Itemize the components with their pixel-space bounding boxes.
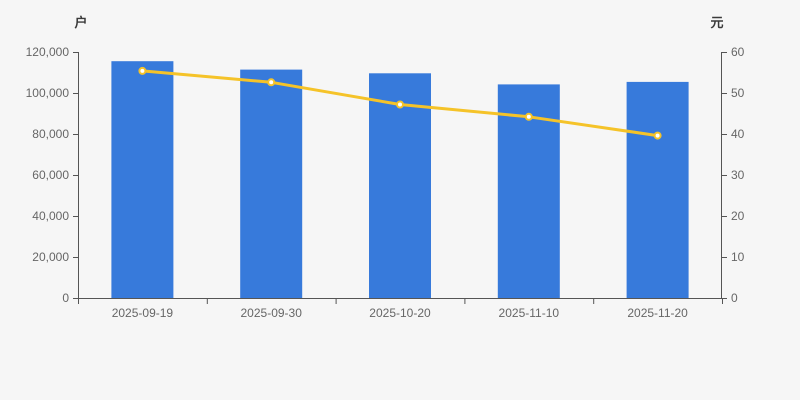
x-tick-label: 2025-11-10: [499, 306, 560, 320]
line-point[interactable]: [524, 112, 533, 121]
line-point[interactable]: [653, 131, 662, 140]
line-point[interactable]: [138, 66, 147, 75]
y-tick-label-left: 20,000: [32, 250, 69, 264]
left-axis-unit-label: 户: [74, 15, 87, 30]
line-point[interactable]: [396, 100, 404, 109]
bar[interactable]: [111, 61, 174, 299]
y-tick-label-right: 0: [731, 291, 738, 305]
line-series: [138, 66, 662, 140]
x-tick-label: 2025-09-30: [241, 306, 303, 320]
line-point[interactable]: [267, 78, 276, 87]
x-tick-label: 2025-11-20: [627, 306, 688, 320]
y-tick-label-left: 100,000: [26, 86, 70, 100]
bar[interactable]: [240, 69, 303, 298]
y-tick-label-left: 120,000: [26, 45, 70, 59]
y-tick-label-right: 60: [731, 45, 745, 59]
right-axis-unit-label: 元: [710, 15, 723, 30]
bar[interactable]: [626, 81, 689, 299]
x-tick-label: 2025-09-19: [112, 306, 174, 320]
y-tick-label-right: 40: [731, 127, 745, 141]
y-tick-label-left: 0: [62, 291, 69, 305]
y-tick-label-right: 10: [731, 250, 745, 264]
y-tick-label-right: 20: [731, 209, 745, 223]
x-tick-label: 2025-10-20: [369, 306, 431, 320]
bar[interactable]: [369, 73, 431, 298]
y-tick-label-right: 30: [731, 168, 745, 182]
bar-series: [111, 61, 689, 299]
y-tick-label-right: 50: [731, 86, 745, 100]
axes: 0 20,000 40,000 60,000 80,000 100,000 120,000 0…: [26, 45, 745, 320]
y-tick-label-left: 60,000: [32, 168, 69, 182]
y-tick-label-left: 80,000: [32, 127, 69, 141]
y-tick-label-left: 40,000: [32, 209, 69, 223]
